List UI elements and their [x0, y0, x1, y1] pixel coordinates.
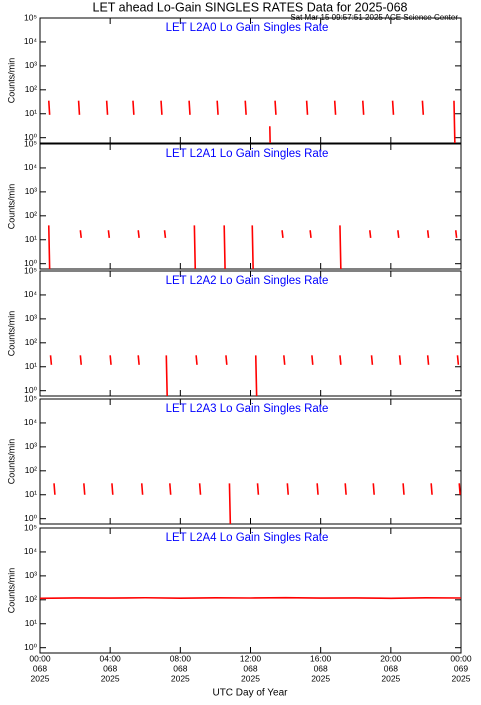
- x-tick-year: 2025: [452, 673, 471, 683]
- x-axis-label: UTC Day of Year: [212, 688, 288, 699]
- y-tick-label: 10²: [25, 84, 37, 94]
- y-tick-label: 10³: [25, 570, 37, 580]
- y-tick-label: 10⁰: [24, 642, 37, 652]
- x-tick-label: 00:00: [29, 653, 51, 663]
- y-tick-label: 10⁰: [24, 513, 37, 523]
- x-tick-day: 068: [314, 663, 328, 673]
- y-tick-label: 10⁰: [24, 258, 37, 268]
- panel-title: LET L2A2 Lo Gain Singles Rate: [166, 275, 329, 287]
- data-line: [47, 225, 458, 270]
- y-tick-label: 10⁰: [24, 132, 37, 142]
- x-tick-label: 16:00: [310, 653, 332, 663]
- y-tick-label: 10⁵: [24, 393, 37, 403]
- y-tick-label: 10¹: [25, 108, 37, 118]
- x-tick-year: 2025: [311, 673, 330, 683]
- y-tick-label: 10³: [25, 441, 37, 451]
- y-axis-label: Counts/min: [6, 311, 16, 357]
- data-line: [49, 355, 460, 397]
- x-tick-day: 069: [454, 663, 468, 673]
- x-tick-year: 2025: [241, 673, 260, 683]
- x-tick-day: 068: [103, 663, 117, 673]
- data-line: [53, 483, 461, 525]
- y-tick-label: 10⁵: [24, 522, 37, 532]
- y-tick-label: 10⁴: [24, 417, 37, 427]
- y-axis-label: Counts/min: [6, 184, 16, 230]
- x-tick-day: 068: [33, 663, 47, 673]
- x-tick-label: 00:00: [450, 653, 472, 663]
- y-tick-label: 10⁵: [24, 265, 37, 275]
- x-tick-day: 068: [243, 663, 257, 673]
- x-tick-label: 12:00: [240, 653, 262, 663]
- y-tick-label: 10²: [25, 210, 37, 220]
- y-tick-label: 10⁴: [24, 162, 37, 172]
- panel-title: LET L2A3 Lo Gain Singles Rate: [166, 403, 329, 415]
- y-tick-label: 10⁵: [24, 12, 37, 22]
- x-tick-year: 2025: [31, 673, 50, 683]
- x-tick-day: 068: [173, 663, 187, 673]
- data-line: [47, 100, 456, 144]
- x-tick-label: 04:00: [100, 653, 122, 663]
- y-tick-label: 10¹: [25, 234, 37, 244]
- y-axis-label: Counts/min: [6, 58, 16, 104]
- page-title: LET ahead Lo-Gain SINGLES RATES Data for…: [93, 0, 408, 14]
- x-tick-year: 2025: [381, 673, 400, 683]
- y-tick-label: 10²: [25, 465, 37, 475]
- y-tick-label: 10¹: [25, 618, 37, 628]
- y-tick-label: 10⁴: [24, 289, 37, 299]
- y-tick-label: 10¹: [25, 361, 37, 371]
- x-tick-label: 08:00: [170, 653, 192, 663]
- y-tick-label: 10²: [25, 337, 37, 347]
- y-tick-label: 10³: [25, 313, 37, 323]
- y-axis-label: Counts/min: [6, 568, 16, 614]
- y-tick-label: 10³: [25, 60, 37, 70]
- y-tick-label: 10²: [25, 594, 37, 604]
- y-axis-label: Counts/min: [6, 439, 16, 485]
- x-tick-label: 20:00: [380, 653, 402, 663]
- x-tick-day: 068: [384, 663, 398, 673]
- y-tick-label: 10⁰: [24, 385, 37, 395]
- y-tick-label: 10⁵: [24, 138, 37, 148]
- panel-title: LET L2A0 Lo Gain Singles Rate: [166, 22, 329, 34]
- y-tick-label: 10⁴: [24, 36, 37, 46]
- y-tick-label: 10¹: [25, 489, 37, 499]
- x-tick-year: 2025: [101, 673, 120, 683]
- y-tick-label: 10³: [25, 186, 37, 196]
- y-tick-label: 10⁴: [24, 546, 37, 556]
- panel-title: LET L2A4 Lo Gain Singles Rate: [166, 532, 329, 544]
- data-line: [39, 596, 462, 600]
- panel-title: LET L2A1 Lo Gain Singles Rate: [166, 148, 329, 160]
- x-tick-year: 2025: [171, 673, 190, 683]
